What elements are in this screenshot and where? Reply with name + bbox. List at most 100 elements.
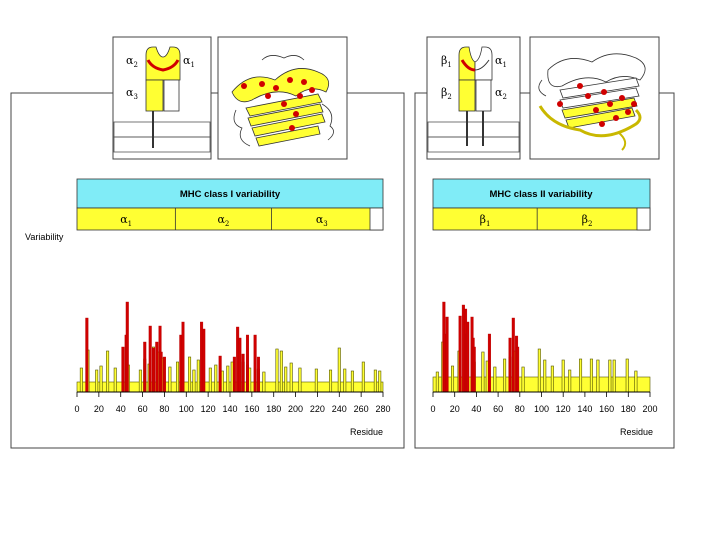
class2-red-bar [466, 321, 470, 393]
class1-yellow-bar [343, 368, 347, 393]
class1-ylabel: Variability [25, 232, 64, 242]
class1-title-bar [76, 178, 384, 209]
class1-tick-label: 260 [354, 404, 369, 414]
class1-red-bar [241, 353, 245, 393]
diagram1-label-tl: α [126, 54, 134, 67]
class1-yellow-bar [262, 371, 266, 393]
class1-tick-label: 280 [375, 404, 390, 414]
svg-text:α1: α1 [183, 54, 195, 69]
class1-red-bar [155, 341, 159, 393]
class1-red-bar [148, 325, 152, 393]
class1-tick-label: 160 [244, 404, 259, 414]
class1-red-bar [218, 355, 222, 393]
class2-yellow-bar [435, 371, 439, 393]
class1-yellow-bar [99, 365, 103, 393]
svg-text:β2: β2 [441, 86, 452, 101]
class2-red-bar [508, 337, 512, 393]
class1-red-bar [202, 328, 206, 393]
class2-tick-label: 20 [450, 404, 460, 414]
class1-yellow-bar [275, 348, 279, 393]
class1-yellow-bar [329, 369, 333, 393]
diagram1-label-tr: α [183, 54, 191, 67]
class2-yellow-bar [561, 359, 565, 393]
class1-yellow-bar [289, 362, 293, 393]
class1-tick-label: 120 [201, 404, 216, 414]
class2-tick-label: 200 [642, 404, 657, 414]
diagram2-label-tr-sub: 1 [502, 61, 506, 69]
class2-domain-label: β2 [582, 213, 593, 228]
class1-yellow-bar [196, 359, 200, 393]
class2-tick-label: 0 [430, 404, 435, 414]
class2-tick-label: 100 [534, 404, 549, 414]
class1-red-bar [159, 351, 163, 393]
class2-red-bar [511, 317, 515, 393]
class1-tick-label: 80 [159, 404, 169, 414]
class2-domain-bar [432, 207, 651, 231]
class1-domain-label: α2 [217, 213, 229, 228]
class2-yellow-bar [543, 359, 547, 393]
class2-tick-label: 140 [577, 404, 592, 414]
svg-text:α2: α2 [495, 86, 507, 101]
class1-tick-label: 0 [74, 404, 79, 414]
class1-yellow-bar [176, 361, 180, 393]
class1-domain-label: α1 [120, 213, 132, 228]
diagram1-label-bl-sub: 3 [133, 93, 137, 101]
class1-chart: MHC class I variability α1 α2 α3 Variabili… [25, 178, 391, 437]
class1-red-bar [245, 334, 249, 393]
class1-tick-label: 60 [138, 404, 148, 414]
diagram2-label-br-sub: 2 [502, 93, 506, 101]
class2-title: MHC class II variability [490, 189, 594, 200]
class2-yellow-bar [589, 358, 593, 393]
class1-yellow-bar [188, 356, 192, 393]
class1-yellow-bar [138, 369, 142, 393]
class1-yellow-bar [95, 369, 99, 393]
class2-tick-label: 160 [599, 404, 614, 414]
class2-red-bar [487, 333, 491, 393]
class2-yellow-bar [493, 366, 497, 393]
class2-yellow-bar [503, 358, 507, 393]
diagram2-label-tl: β [441, 54, 447, 67]
class1-yellow-bar [314, 368, 318, 393]
class1-yellow-bar [208, 367, 212, 393]
class2-tick-label: 80 [515, 404, 525, 414]
class1-domain-schematic: α2 α1 α3 [112, 36, 212, 160]
class2-ribbon-structure [529, 36, 660, 160]
svg-text:α1: α1 [495, 54, 507, 69]
class1-ribbon-structure [217, 36, 348, 160]
class2-yellow-bar [521, 366, 525, 393]
class1-yellow-bar [168, 366, 172, 393]
svg-text:α3: α3 [126, 86, 138, 101]
class2-title-bar [432, 178, 651, 209]
class1-red-bar [162, 356, 166, 393]
class2-yellow-bar [568, 369, 572, 393]
class1-red-bar [151, 347, 155, 393]
diagram2-label-bl-sub: 2 [447, 93, 451, 101]
class2-red-bar [516, 346, 520, 393]
class2-yellow-bar [579, 358, 583, 393]
class2-yellow-bar [550, 365, 554, 393]
class2-domain-label: β1 [480, 213, 491, 228]
class1-red-bar [253, 334, 257, 393]
class2-xlabel: Residue [620, 427, 653, 437]
class1-red-bar [125, 301, 129, 393]
diagram1-label-bl: α [126, 86, 134, 99]
class1-yellow-bar [284, 366, 288, 393]
class1-tick-label: 220 [310, 404, 325, 414]
diagram1-label-tl-sub: 2 [133, 61, 137, 69]
class1-xlabel: Residue [350, 427, 383, 437]
class2-red-bar [458, 315, 462, 393]
class1-red-bar [256, 356, 260, 393]
class1-tick-label: 100 [179, 404, 194, 414]
class2-yellow-bar [596, 359, 600, 393]
class2-red-bar [445, 316, 449, 393]
class1-yellow-bar [226, 365, 230, 393]
class1-yellow-bar [361, 361, 365, 393]
class1-red-bar [232, 356, 236, 393]
class1-yellow-bar [192, 369, 196, 393]
class2-yellow-bar [451, 365, 455, 393]
class2-chart: MHC class II variability β1 β2 0 20 40 60 80 1… [430, 178, 658, 437]
class1-tick-label: 200 [288, 404, 303, 414]
class1-tick-label: 140 [222, 404, 237, 414]
class2-tick-label: 120 [556, 404, 571, 414]
